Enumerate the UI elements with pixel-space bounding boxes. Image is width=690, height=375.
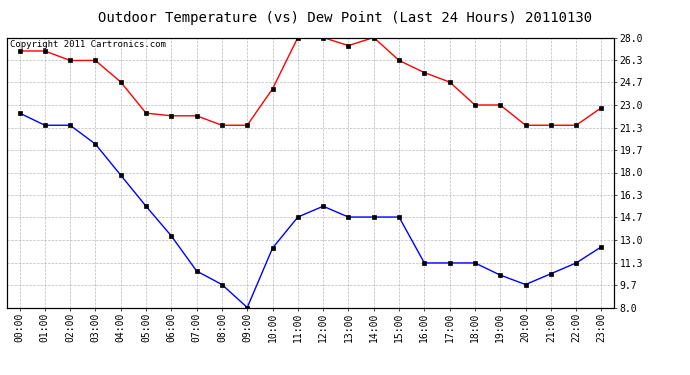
Text: Outdoor Temperature (vs) Dew Point (Last 24 Hours) 20110130: Outdoor Temperature (vs) Dew Point (Last… [98, 11, 592, 25]
Text: Copyright 2011 Cartronics.com: Copyright 2011 Cartronics.com [10, 40, 166, 49]
